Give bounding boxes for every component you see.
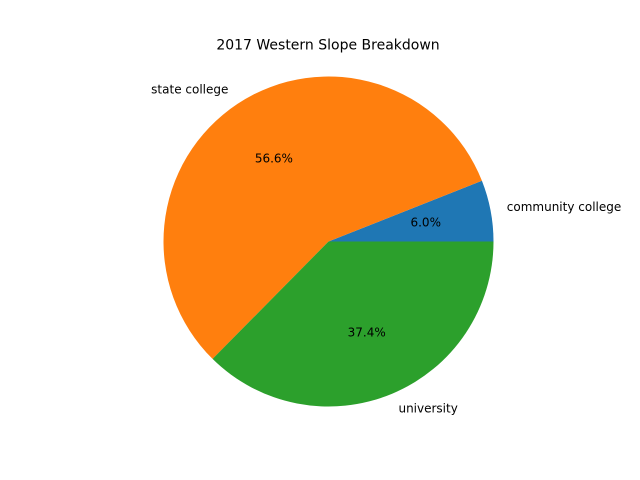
slice-label-state-college: state college [151,83,228,97]
slice-percent-state-college: 56.6% [255,151,293,165]
pie-slice-state-college [163,76,482,359]
slice-percent-university: 37.4% [348,325,386,339]
chart-title: 2017 Western Slope Breakdown [216,38,439,54]
pie-slice-university [212,241,494,407]
pie-slices [163,76,494,407]
pie-slice-community-college [328,180,494,242]
slice-percent-community-college: 6.0% [410,215,441,229]
slice-label-community-college: community college [507,200,621,214]
slice-label-university: university [398,401,457,415]
pie-labels: community college 6.0% state college 56.6% u… [151,83,621,416]
